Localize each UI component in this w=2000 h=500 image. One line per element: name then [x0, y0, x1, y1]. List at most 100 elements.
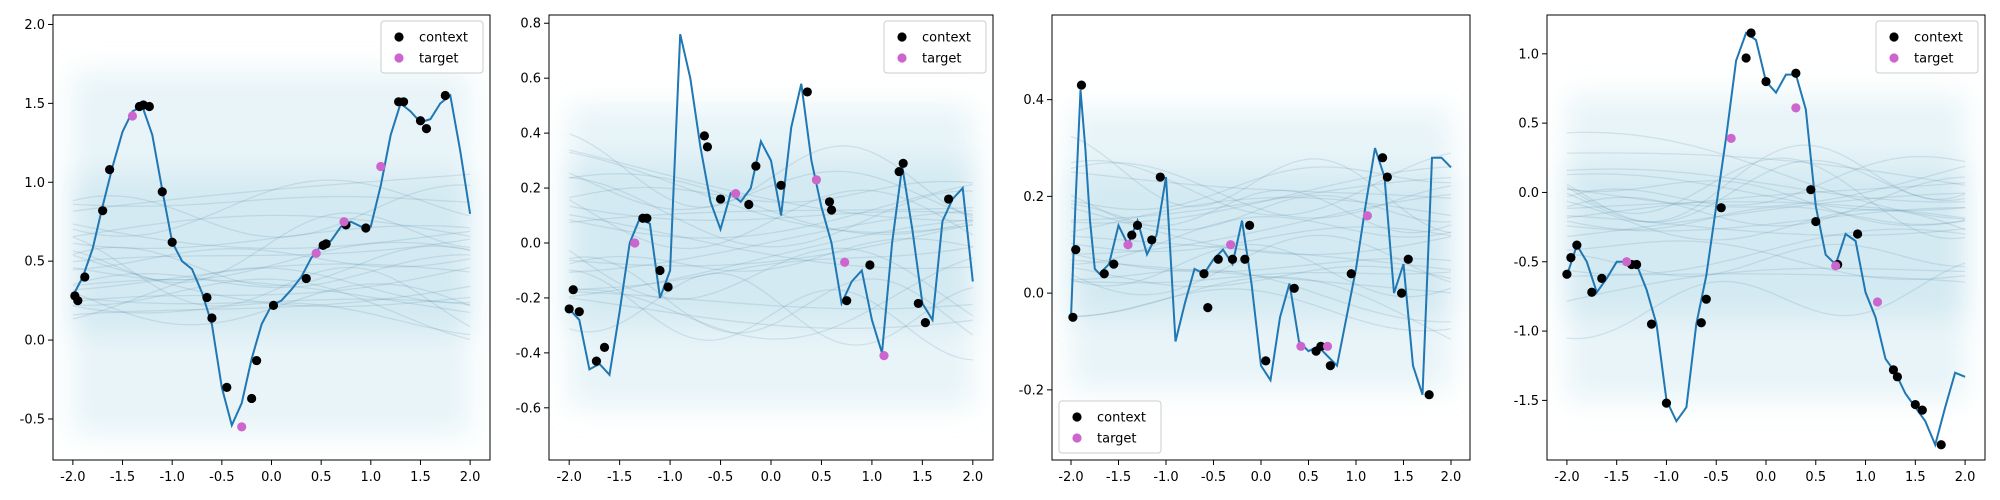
context-point	[73, 296, 83, 306]
sample-curve	[1070, 135, 1452, 234]
sample-curve	[1566, 201, 1966, 219]
sample-curve	[72, 245, 471, 287]
context-point	[301, 273, 311, 284]
context-point	[663, 282, 673, 292]
context-point	[802, 87, 812, 97]
context-point	[1852, 229, 1863, 239]
y-tick-label: 0.5	[24, 255, 45, 270]
target-point	[1872, 297, 1883, 307]
x-tick-label: 1.0	[862, 470, 883, 485]
sample-curve	[1566, 157, 1966, 240]
context-point	[1378, 153, 1388, 163]
sample-curve	[72, 212, 471, 284]
context-point	[1631, 259, 1642, 270]
sample-curve	[1566, 267, 1966, 302]
x-tick-label: 2.0	[962, 470, 983, 485]
sample-curve	[1566, 206, 1966, 231]
context-point	[222, 382, 232, 393]
sample-curve	[1070, 243, 1452, 298]
context-point	[898, 158, 908, 168]
sample-curve	[1566, 152, 1966, 187]
context-point	[865, 260, 875, 270]
legend-label: target	[419, 52, 459, 67]
target-point	[1726, 133, 1736, 143]
context-point	[776, 180, 786, 190]
context-point	[1155, 172, 1165, 182]
context-point	[207, 313, 217, 323]
context-point	[1892, 372, 1902, 382]
sample-curve	[1566, 155, 1966, 206]
context-point	[1562, 269, 1572, 279]
sample-curve	[1566, 131, 1966, 220]
context-point	[599, 342, 610, 352]
context-point	[1424, 390, 1434, 400]
sample-curve	[569, 209, 973, 273]
context-point	[699, 131, 710, 141]
context-point	[1325, 361, 1335, 371]
sample-curve	[569, 183, 973, 239]
context-point	[1587, 287, 1597, 297]
sample-curve	[1566, 215, 1966, 237]
target-point	[127, 111, 138, 121]
context-point	[1245, 220, 1255, 231]
context-point	[1806, 185, 1816, 195]
sample-curve	[1566, 168, 1966, 203]
y-tick-label: 1.0	[24, 176, 45, 191]
sample-curve	[1070, 288, 1452, 332]
target-point	[1123, 240, 1133, 250]
context-point	[1917, 405, 1927, 415]
context-point	[144, 101, 154, 112]
legend-label: context	[922, 31, 971, 46]
sample-curve	[569, 173, 973, 236]
sample-curve	[1566, 165, 1966, 208]
target-point	[1831, 261, 1841, 271]
target-point	[1362, 211, 1372, 221]
x-tick-label: 1.0	[1855, 470, 1876, 485]
x-tick-label: -1.0	[1654, 470, 1679, 485]
context-point	[894, 166, 904, 177]
context-point	[105, 165, 115, 175]
sample-curve	[1566, 240, 1966, 281]
chart-panel-1: -2.0 -1.5 -1.0 -0.5 0.0 0.5 1.0 1.5 2.0 -0.5 0.0 0.…	[20, 14, 491, 485]
sample-curve	[72, 214, 471, 238]
x-tick-label: -1.0	[1153, 470, 1178, 485]
sample-curve	[1070, 265, 1452, 288]
uncertainty-band-inner	[1071, 172, 1451, 318]
y-tick-label: -1.5	[1514, 394, 1539, 409]
sample-curve	[1566, 200, 1966, 241]
x-tick-label: 1.5	[1393, 470, 1414, 485]
sample-curve	[72, 173, 471, 212]
context-point	[751, 161, 761, 171]
context-point	[252, 355, 262, 366]
y-tick-label: -0.6	[516, 401, 541, 416]
context-point	[715, 194, 726, 204]
sample-curve	[1566, 173, 1966, 212]
x-tick-label: -0.5	[1201, 470, 1226, 485]
context-point	[1741, 53, 1751, 63]
sample-curve	[72, 184, 471, 238]
x-tick-label: -1.5	[110, 470, 135, 485]
context-point	[913, 298, 923, 309]
legend-box	[380, 20, 484, 74]
target-point	[630, 238, 640, 248]
context-point	[440, 90, 450, 101]
legend-label: context	[419, 31, 468, 46]
sample-curve	[1070, 234, 1452, 296]
target-point	[840, 257, 850, 267]
target-point	[376, 161, 386, 172]
y-tick-label: 1.5	[24, 97, 45, 112]
legend-marker-target	[1072, 433, 1082, 443]
x-tick-label: 2.0	[460, 470, 481, 485]
target-point	[237, 422, 247, 432]
target-point	[811, 175, 822, 185]
context-point	[1696, 318, 1706, 328]
sample-curve	[569, 272, 973, 346]
context-point	[1109, 259, 1119, 269]
x-tick-label: 2.0	[1441, 470, 1462, 485]
context-point	[1199, 269, 1209, 279]
context-point	[421, 124, 432, 134]
plot-area	[70, 71, 472, 435]
context-point	[167, 237, 177, 247]
x-tick-label: -1.0	[159, 470, 184, 485]
context-point	[1261, 356, 1271, 366]
